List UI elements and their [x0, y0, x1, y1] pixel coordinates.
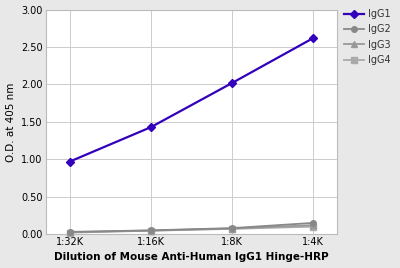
- IgG3: [230, 227, 234, 230]
- Line: IgG2: IgG2: [67, 220, 316, 235]
- IgG2: [68, 230, 72, 233]
- Y-axis label: O.D. at 405 nm: O.D. at 405 nm: [6, 82, 16, 162]
- IgG1: [148, 125, 153, 129]
- IgG4: [311, 225, 316, 228]
- IgG4: [148, 229, 153, 232]
- IgG1: [311, 36, 316, 40]
- IgG4: [230, 227, 234, 230]
- Line: IgG4: IgG4: [67, 224, 316, 235]
- Line: IgG1: IgG1: [67, 35, 316, 164]
- X-axis label: Dilution of Mouse Anti-Human IgG1 Hinge-HRP: Dilution of Mouse Anti-Human IgG1 Hinge-…: [54, 252, 329, 262]
- IgG3: [311, 224, 316, 227]
- Line: IgG3: IgG3: [67, 222, 316, 235]
- IgG1: [68, 160, 72, 163]
- IgG3: [68, 231, 72, 234]
- IgG3: [148, 229, 153, 232]
- IgG1: [230, 81, 234, 85]
- IgG2: [230, 226, 234, 230]
- Legend: IgG1, IgG2, IgG3, IgG4: IgG1, IgG2, IgG3, IgG4: [340, 5, 394, 69]
- IgG2: [148, 229, 153, 232]
- IgG2: [311, 221, 316, 225]
- IgG4: [68, 231, 72, 234]
